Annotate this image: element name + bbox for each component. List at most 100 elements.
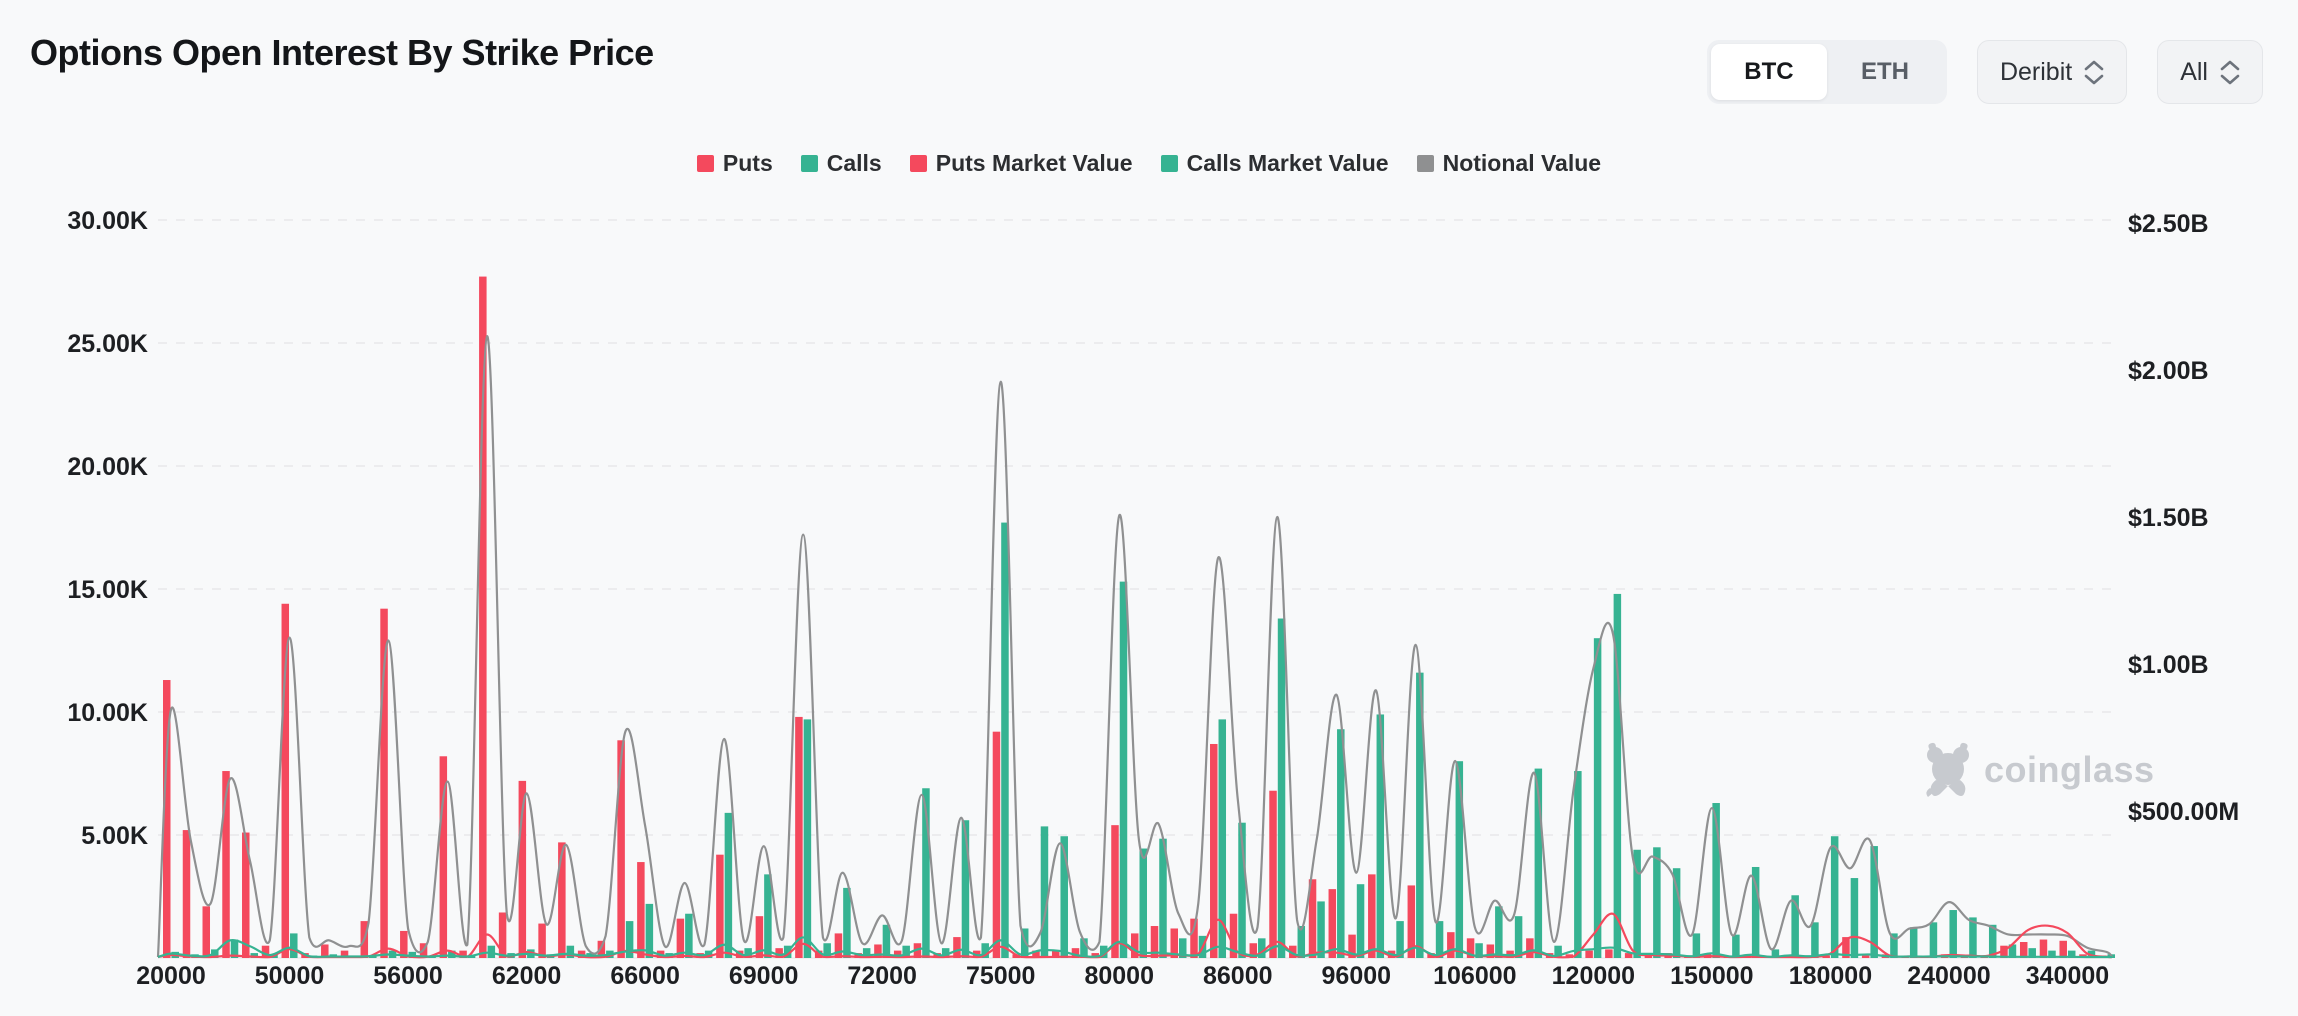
calls-bar [1811,922,1819,958]
puts-bar [795,716,803,958]
calls-bar [1080,938,1088,958]
calls-bar [487,945,496,958]
exchange-select-value: Deribit [1999,57,2073,86]
calls-bar [1337,729,1345,958]
puts-bar [1130,933,1139,958]
calls-bar [724,812,733,958]
calls-bar [1475,943,1483,958]
calls-bar [1416,672,1424,958]
chart-legend: Puts Calls Puts Market Value Calls Marke… [0,150,2298,177]
calls-bar [1258,938,1266,958]
x-axis-tick: 50000 [255,962,325,990]
puts-bar [1822,955,1830,958]
calls-bar [1376,714,1385,958]
asset-toggle-eth[interactable]: ETH [1860,58,1909,85]
left-axis-tick: 25.00K [67,330,148,358]
puts-bar [2059,940,2067,958]
puts-bar [400,930,408,958]
right-axis-tick: $2.00B [2128,357,2209,385]
x-axis-tick: 240000 [1907,962,1990,990]
calls-bar [1929,922,1938,958]
calls-bar [961,820,970,958]
legend-label: Notional Value [1442,150,1602,176]
legend-label: Calls Market Value [1186,150,1389,176]
x-axis-tick: 150000 [1670,962,1753,990]
puts-bar [1407,885,1416,958]
asset-toggle-btc[interactable]: BTC [1710,44,1827,100]
calls-bar [1574,771,1582,958]
puts-bar [1190,918,1198,958]
x-axis-tick: 80000 [1084,962,1154,990]
puts-bar [2039,939,2048,958]
puts-bar [1308,879,1317,958]
calls-bar [1435,921,1444,958]
puts-bar [222,771,230,958]
x-axis-tick: 340000 [2026,962,2109,990]
puts-bar [2000,945,2008,958]
legend-label: Puts [722,150,773,176]
calls-bar [981,943,989,958]
calls-bar [1751,866,1760,958]
calls-bar [843,887,851,958]
calls-bar [1988,924,1997,958]
notional-value-swatch-icon [1416,155,1434,172]
calls-bar [1830,836,1839,958]
puts-bar [1150,926,1159,958]
puts-bar [834,933,843,958]
puts-bar [182,830,191,958]
puts-bar [163,680,171,958]
calls-bar [1238,822,1246,958]
calls-bar [1139,848,1147,958]
calls-bar [250,953,259,958]
legend-item-calls[interactable]: Calls [800,150,882,177]
range-select[interactable]: All [2157,40,2263,104]
puts-bar [716,854,724,958]
left-axis-tick: 15.00K [67,576,148,604]
calls-bar [1712,803,1720,958]
calls-swatch-icon [800,155,818,172]
puts-bar [1289,945,1297,958]
calls-bar [1613,593,1622,958]
puts-bar [380,608,388,958]
puts-bar [1368,874,1376,958]
puts-bar [1348,934,1356,958]
left-axis-tick: 10.00K [67,699,148,727]
calls-bar [823,943,831,958]
puts-bar [242,832,250,958]
puts-bar [1585,950,1593,958]
calls-bar [2048,950,2056,958]
legend-item-calls-market-value[interactable]: Calls Market Value [1160,150,1389,177]
calls-bar [448,950,456,958]
calls-bar [1554,945,1562,958]
calls-bar [1277,618,1286,958]
puts-bar [1605,949,1613,958]
legend-item-puts[interactable]: Puts [696,150,773,177]
puts-bar [1032,950,1040,958]
calls-bar [1020,928,1029,958]
puts-bar [1466,938,1475,958]
legend-item-notional-value[interactable]: Notional Value [1416,150,1602,177]
calls-bar [1001,522,1009,958]
puts-market-value-line [157,912,2113,959]
calls-bar [1514,916,1523,958]
legend-item-puts-market-value[interactable]: Puts Market Value [909,150,1133,177]
calls-bar [645,903,654,958]
puts-bar [1842,937,1850,958]
calls-bar [744,948,752,958]
calls-bar [764,874,772,958]
puts-bar [1229,913,1238,958]
right-axis-tick: $1.00B [2128,651,2209,679]
puts-bar [755,916,764,958]
calls-bar [1732,934,1740,958]
puts-bar [913,943,922,958]
puts-bar [1071,948,1080,958]
legend-label: Puts Market Value [935,150,1133,176]
calls-bar [1969,917,1977,958]
exchange-select[interactable]: Deribit [1976,40,2128,104]
calls-bar [1040,826,1049,958]
calls-bar [1890,933,1898,958]
x-axis-tick: 86000 [1203,962,1273,990]
calls-bar [1317,901,1325,958]
calls-bar [566,945,575,958]
